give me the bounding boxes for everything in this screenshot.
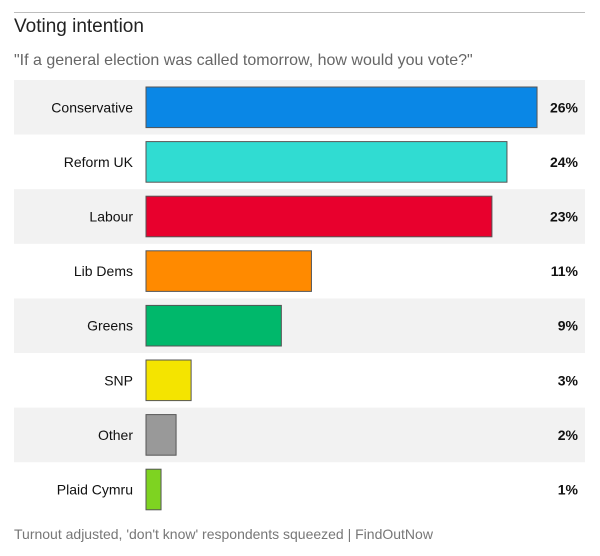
value-label: 24% <box>550 154 579 170</box>
chart-footer: Turnout adjusted, 'don't know' responden… <box>14 526 433 542</box>
value-label: 26% <box>550 99 579 115</box>
chart-title: Voting intention <box>14 16 144 37</box>
category-label: Reform UK <box>64 154 134 170</box>
row-background <box>14 407 585 463</box>
bar <box>145 304 282 347</box>
value-label: 11% <box>551 263 579 279</box>
category-label: Other <box>98 427 133 443</box>
bar <box>145 414 177 456</box>
row-background <box>14 298 585 353</box>
category-label: Greens <box>87 318 133 334</box>
bar <box>145 195 493 238</box>
category-label: Lib Dems <box>74 263 133 279</box>
chart-subtitle: "If a general election was called tomorr… <box>14 52 473 69</box>
value-label: 9% <box>558 318 579 334</box>
bar <box>145 86 538 129</box>
bar <box>145 468 162 511</box>
bar <box>145 359 192 402</box>
top-rule <box>14 12 585 13</box>
category-label: Plaid Cymru <box>57 482 133 498</box>
bar <box>145 141 508 183</box>
bar <box>145 250 312 292</box>
category-label: SNP <box>104 372 133 388</box>
value-label: 23% <box>550 209 579 225</box>
value-label: 1% <box>558 482 579 498</box>
value-label: 3% <box>558 372 579 388</box>
category-label: Conservative <box>51 99 133 115</box>
category-label: Labour <box>89 209 133 225</box>
value-label: 2% <box>558 427 579 443</box>
